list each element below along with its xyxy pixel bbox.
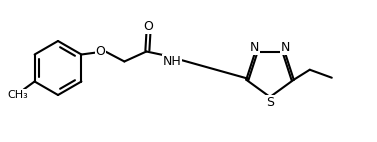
Text: N: N (250, 41, 259, 54)
Text: O: O (143, 20, 153, 33)
Text: NH: NH (163, 55, 182, 68)
Text: CH₃: CH₃ (7, 89, 28, 100)
Text: N: N (281, 41, 290, 54)
Text: O: O (95, 45, 105, 58)
Text: S: S (266, 96, 274, 108)
